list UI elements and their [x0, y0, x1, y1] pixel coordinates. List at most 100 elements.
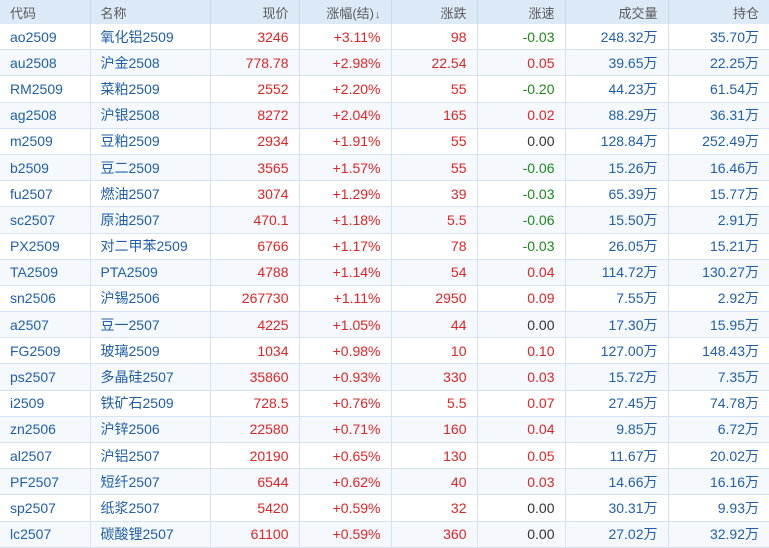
table-row[interactable]: sn2506 沪锡2506 267730 +1.11% 2950 0.09 7.55万 2.9… — [0, 285, 769, 313]
cell-change-pct: +1.14% — [299, 259, 392, 286]
cell-code: sc2507 — [0, 206, 91, 234]
table-row[interactable]: TA2509 PTA2509 4788 +1.14% 54 0.04 114.72万 130.… — [0, 259, 769, 286]
cell-speed: 0.00 — [477, 311, 566, 339]
cell-code: au2508 — [0, 49, 91, 77]
table-row[interactable]: ag2508 沪银2508 8272 +2.04% 165 0.02 88.29万 36.31… — [0, 102, 769, 129]
cell-code: TA2509 — [0, 259, 91, 286]
cell-price: 267730 — [210, 285, 300, 313]
cell-name: 玻璃2509 — [90, 337, 211, 365]
cell-change: 55 — [391, 154, 478, 182]
table-row[interactable]: a2507 豆一2507 4225 +1.05% 44 0.00 17.30万 15.95万 — [0, 311, 769, 339]
cell-name: 沪锡2506 — [90, 285, 211, 313]
cell-speed: 0.03 — [477, 468, 566, 496]
table-row[interactable]: lc2507 碳酸锂2507 61100 +0.59% 360 0.00 27.02万 32.… — [0, 521, 769, 548]
column-header-change[interactable]: 涨跌 — [391, 0, 478, 24]
table-row[interactable]: RM2509 菜粕2509 2552 +2.20% 55 -0.20 44.23万 61.54… — [0, 75, 769, 103]
cell-open-interest: 252.49万 — [668, 128, 769, 155]
cell-speed: 0.02 — [477, 102, 566, 129]
table-row[interactable]: zn2506 沪锌2506 22580 +0.71% 160 0.04 9.85万 6.72万 — [0, 416, 769, 444]
cell-price: 4788 — [210, 259, 300, 286]
cell-change: 44 — [391, 311, 478, 339]
cell-open-interest: 2.91万 — [668, 206, 769, 234]
column-header-change-pct[interactable]: 涨幅(结)↓ — [299, 0, 392, 24]
table-row[interactable]: PF2507 短纤2507 6544 +0.62% 40 0.03 14.66万 16.16万 — [0, 468, 769, 496]
cell-change-pct: +0.98% — [299, 337, 392, 365]
table-row[interactable]: i2509 铁矿石2509 728.5 +0.76% 5.5 0.07 27.45万 74.7… — [0, 390, 769, 417]
cell-speed: 0.07 — [477, 390, 566, 417]
cell-speed: 0.05 — [477, 442, 566, 470]
cell-change-pct: +0.71% — [299, 416, 392, 444]
cell-change: 39 — [391, 180, 478, 208]
cell-code: ps2507 — [0, 363, 91, 391]
cell-volume: 14.66万 — [565, 468, 669, 496]
cell-open-interest: 15.95万 — [668, 311, 769, 339]
column-header-name[interactable]: 名称 — [90, 0, 211, 24]
cell-change: 130 — [391, 442, 478, 470]
column-header-open-interest[interactable]: 持仓 — [668, 0, 769, 24]
cell-name: 对二甲苯2509 — [90, 233, 211, 260]
cell-open-interest: 15.21万 — [668, 233, 769, 260]
cell-speed: -0.03 — [477, 233, 566, 260]
cell-change: 2950 — [391, 285, 478, 313]
cell-code: a2507 — [0, 311, 91, 339]
cell-price: 3565 — [210, 154, 300, 182]
table-row[interactable]: fu2507 燃油2507 3074 +1.29% 39 -0.03 65.39万 15.77… — [0, 180, 769, 208]
sort-desc-icon: ↓ — [375, 8, 381, 21]
cell-price: 470.1 — [210, 206, 300, 234]
column-header-code[interactable]: 代码 — [0, 0, 91, 24]
cell-open-interest: 148.43万 — [668, 337, 769, 365]
column-header-volume[interactable]: 成交量 — [565, 0, 669, 24]
table-row[interactable]: b2509 豆二2509 3565 +1.57% 55 -0.06 15.26万 16.46万 — [0, 154, 769, 182]
cell-code: FG2509 — [0, 337, 91, 365]
table-row[interactable]: PX2509 对二甲苯2509 6766 +1.17% 78 -0.03 26.05万 15.… — [0, 233, 769, 260]
table-row[interactable]: ps2507 多晶硅2507 35860 +0.93% 330 0.03 15.72万 7.3… — [0, 363, 769, 391]
cell-name: 菜粕2509 — [90, 75, 211, 103]
cell-change-pct: +1.11% — [299, 285, 392, 313]
cell-name: 燃油2507 — [90, 180, 211, 208]
cell-volume: 88.29万 — [565, 102, 669, 129]
cell-change: 160 — [391, 416, 478, 444]
cell-open-interest: 22.25万 — [668, 49, 769, 77]
cell-speed: -0.03 — [477, 24, 566, 51]
cell-open-interest: 16.16万 — [668, 468, 769, 496]
cell-name: 铁矿石2509 — [90, 390, 211, 417]
table-row[interactable]: m2509 豆粕2509 2934 +1.91% 55 0.00 128.84万 252.49… — [0, 128, 769, 155]
cell-open-interest: 20.02万 — [668, 442, 769, 470]
cell-change: 165 — [391, 102, 478, 129]
cell-change: 360 — [391, 521, 478, 548]
column-header-price[interactable]: 现价 — [210, 0, 300, 24]
cell-code: zn2506 — [0, 416, 91, 444]
cell-speed: 0.00 — [477, 521, 566, 548]
cell-price: 61100 — [210, 521, 300, 548]
cell-code: ag2508 — [0, 102, 91, 129]
cell-open-interest: 7.35万 — [668, 363, 769, 391]
cell-volume: 114.72万 — [565, 259, 669, 286]
cell-price: 3246 — [210, 24, 300, 51]
table-row[interactable]: ao2509 氧化铝2509 3246 +3.11% 98 -0.03 248.32万 35.… — [0, 24, 769, 51]
cell-price: 5420 — [210, 494, 300, 522]
cell-change-pct: +1.29% — [299, 180, 392, 208]
cell-change-pct: +3.11% — [299, 24, 392, 51]
cell-change: 78 — [391, 233, 478, 260]
cell-open-interest: 15.77万 — [668, 180, 769, 208]
cell-volume: 26.05万 — [565, 233, 669, 260]
column-header-speed[interactable]: 涨速 — [477, 0, 566, 24]
table-row[interactable]: sc2507 原油2507 470.1 +1.18% 5.5 -0.06 15.50万 2.9… — [0, 206, 769, 234]
cell-open-interest: 130.27万 — [668, 259, 769, 286]
cell-volume: 15.26万 — [565, 154, 669, 182]
cell-price: 6766 — [210, 233, 300, 260]
table-row[interactable]: sp2507 纸浆2507 5420 +0.59% 32 0.00 30.31万 9.93万 — [0, 494, 769, 522]
cell-change: 54 — [391, 259, 478, 286]
cell-price: 2934 — [210, 128, 300, 155]
cell-code: b2509 — [0, 154, 91, 182]
table-row[interactable]: FG2509 玻璃2509 1034 +0.98% 10 0.10 127.00万 148.4… — [0, 337, 769, 365]
table-row[interactable]: au2508 沪金2508 778.78 +2.98% 22.54 0.05 39.65万 2… — [0, 49, 769, 77]
cell-change-pct: +2.98% — [299, 49, 392, 77]
table-row[interactable]: al2507 沪铝2507 20190 +0.65% 130 0.05 11.67万 20.0… — [0, 442, 769, 470]
cell-change: 32 — [391, 494, 478, 522]
cell-price: 1034 — [210, 337, 300, 365]
cell-speed: 0.00 — [477, 494, 566, 522]
cell-code: lc2507 — [0, 521, 91, 548]
cell-volume: 39.65万 — [565, 49, 669, 77]
cell-change-pct: +0.65% — [299, 442, 392, 470]
